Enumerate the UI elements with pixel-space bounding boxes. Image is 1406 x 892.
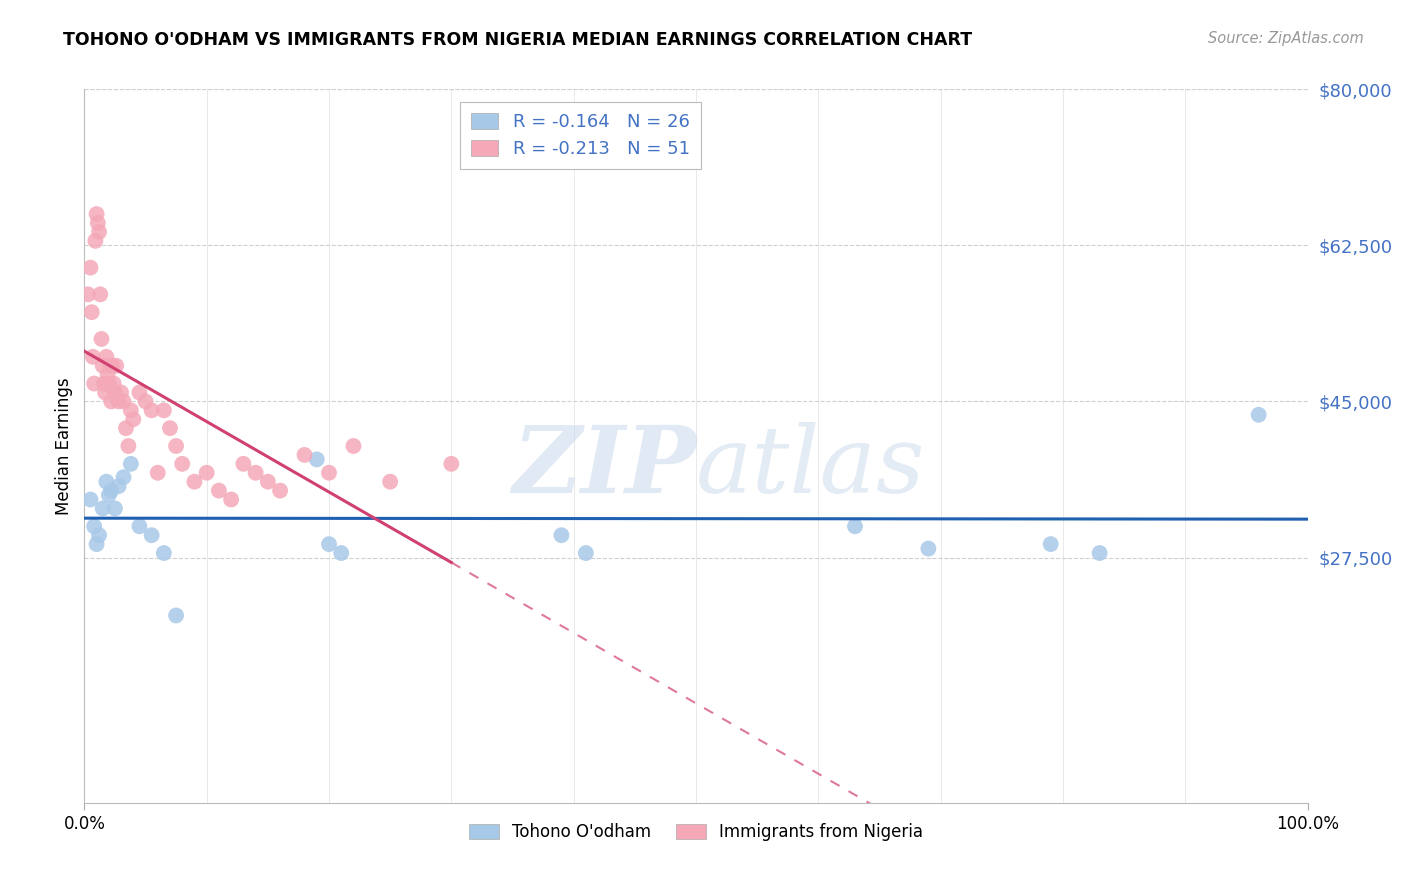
Point (844, 519, 866, 533)
Point (208, 483, 231, 498)
Point (103, 376, 125, 391)
Point (195, 466, 218, 480)
Point (82, 350, 104, 364)
Point (91, 501, 114, 516)
Point (120, 457, 142, 471)
Point (97, 376, 120, 391)
Point (575, 546, 598, 560)
Point (96, 350, 118, 364)
Point (330, 546, 353, 560)
Point (107, 479, 129, 493)
Point (153, 546, 176, 560)
Point (87, 225, 110, 239)
Point (342, 439, 364, 453)
Point (91, 359, 114, 373)
Point (128, 519, 150, 533)
Point (440, 457, 463, 471)
Point (100, 394, 122, 409)
Point (165, 608, 187, 623)
Point (305, 452, 328, 467)
Text: atlas: atlas (696, 423, 925, 512)
Point (112, 470, 135, 484)
Point (1247, 408, 1270, 422)
Point (183, 475, 205, 489)
Point (87, 216, 110, 230)
Point (98, 359, 121, 373)
Point (104, 385, 127, 400)
Point (1088, 546, 1111, 560)
Point (115, 421, 138, 435)
Point (1039, 537, 1062, 551)
Point (107, 394, 129, 409)
Text: ZIP: ZIP (512, 423, 696, 512)
Point (120, 403, 142, 417)
Point (269, 483, 291, 498)
Point (79, 260, 101, 275)
Legend: Tohono O'odham, Immigrants from Nigeria: Tohono O'odham, Immigrants from Nigeria (463, 817, 929, 848)
Point (141, 403, 163, 417)
Point (94, 385, 117, 400)
Point (141, 528, 163, 542)
Point (245, 466, 267, 480)
Point (87, 528, 110, 542)
Point (318, 466, 340, 480)
Point (153, 403, 176, 417)
Point (104, 501, 127, 516)
Y-axis label: Median Earnings: Median Earnings (55, 377, 73, 515)
Point (79, 492, 101, 507)
Point (146, 466, 169, 480)
Point (77, 287, 100, 301)
Point (90, 332, 112, 346)
Point (232, 457, 254, 471)
Point (105, 359, 128, 373)
Point (159, 421, 181, 435)
Point (122, 412, 145, 426)
Point (89, 287, 111, 301)
Point (93, 376, 115, 391)
Point (101, 359, 124, 373)
Point (128, 385, 150, 400)
Point (80, 305, 103, 319)
Point (84, 234, 107, 248)
Point (917, 541, 939, 556)
Point (165, 439, 187, 453)
Point (100, 483, 122, 498)
Point (97, 488, 120, 502)
Point (257, 475, 280, 489)
Point (380, 475, 402, 489)
Point (83, 376, 105, 391)
Point (110, 385, 132, 400)
Point (294, 448, 316, 462)
Point (96, 475, 118, 489)
Point (86, 207, 108, 221)
Text: Source: ZipAtlas.com: Source: ZipAtlas.com (1208, 31, 1364, 46)
Point (135, 394, 157, 409)
Point (318, 537, 340, 551)
Point (117, 439, 139, 453)
Point (112, 394, 135, 409)
Point (219, 492, 242, 507)
Point (97, 368, 120, 382)
Point (172, 457, 194, 471)
Text: TOHONO O'ODHAM VS IMMIGRANTS FROM NIGERIA MEDIAN EARNINGS CORRELATION CHART: TOHONO O'ODHAM VS IMMIGRANTS FROM NIGERI… (63, 31, 973, 49)
Point (86, 537, 108, 551)
Point (550, 528, 572, 542)
Point (83, 519, 105, 533)
